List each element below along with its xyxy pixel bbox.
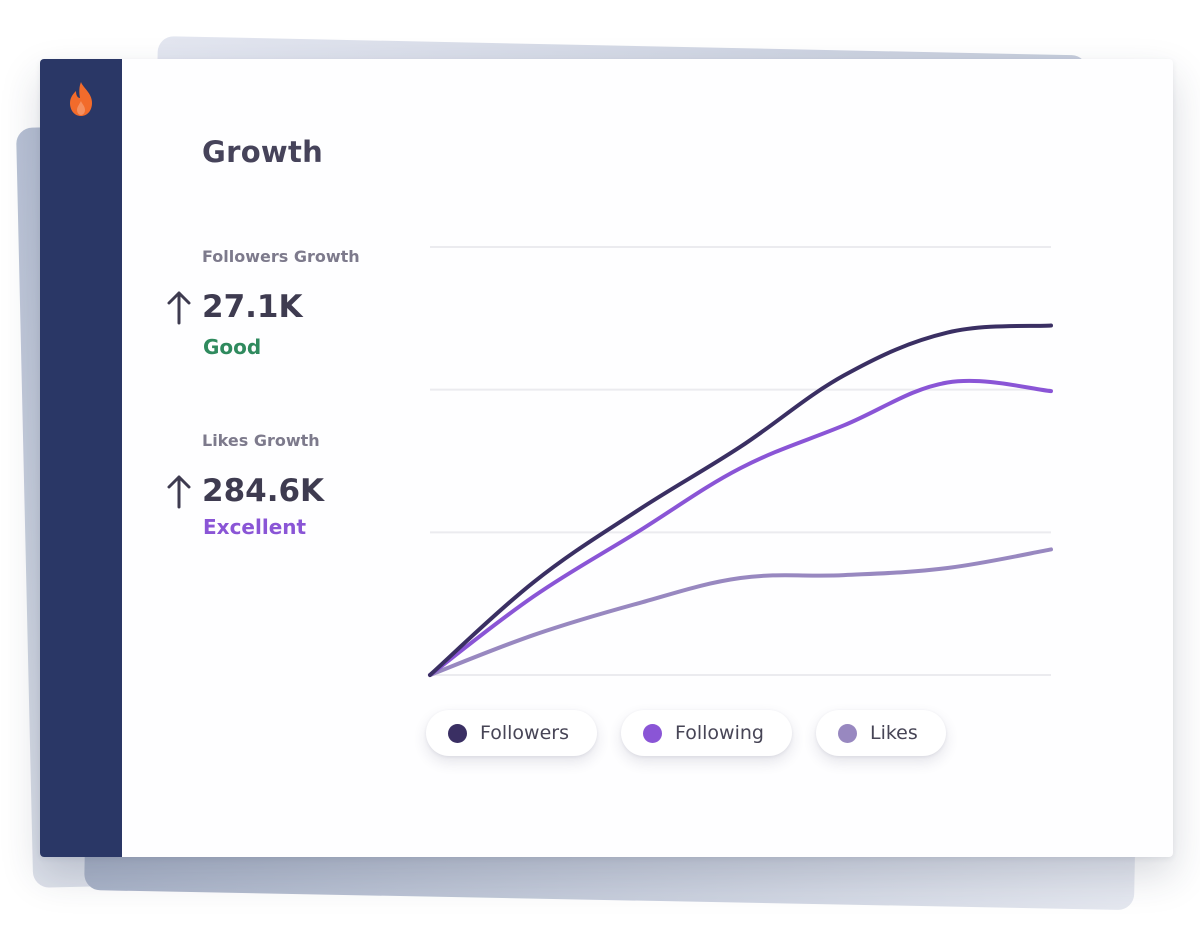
page-title: Growth <box>202 135 324 169</box>
growth-card: Growth Followers Growth 27.1K Good Likes… <box>40 59 1173 857</box>
sidebar <box>40 59 122 857</box>
legend-item-likes[interactable]: Likes <box>815 710 946 756</box>
legend-item-following[interactable]: Following <box>621 710 792 756</box>
legend-label: Following <box>675 722 764 744</box>
flame-logo-icon[interactable] <box>66 81 96 117</box>
growth-line-chart <box>428 246 1053 677</box>
followers-growth-rating: Good <box>203 335 262 359</box>
likes-growth-rating: Excellent <box>203 515 307 539</box>
arrow-up-icon <box>167 475 191 509</box>
legend-swatch <box>837 723 857 743</box>
series-line-following <box>428 378 1053 677</box>
legend-label: Followers <box>480 722 569 744</box>
legend-swatch <box>448 723 467 743</box>
series-line-likes <box>428 547 1053 677</box>
legend-label: Likes <box>869 722 918 744</box>
followers-growth-value: 27.1K <box>164 289 303 325</box>
chart-legend: Followers Following Likes <box>426 710 946 756</box>
likes-growth-number: 284.6K <box>202 473 325 509</box>
followers-growth-label: Followers Growth <box>202 247 360 266</box>
likes-growth-label: Likes Growth <box>202 431 320 450</box>
series-line-followers <box>428 323 1053 677</box>
legend-swatch <box>643 723 662 743</box>
likes-growth-value: 284.6K <box>164 473 324 509</box>
legend-item-followers[interactable]: Followers <box>426 710 597 756</box>
arrow-up-icon <box>167 291 191 325</box>
followers-growth-number: 27.1K <box>202 289 303 325</box>
